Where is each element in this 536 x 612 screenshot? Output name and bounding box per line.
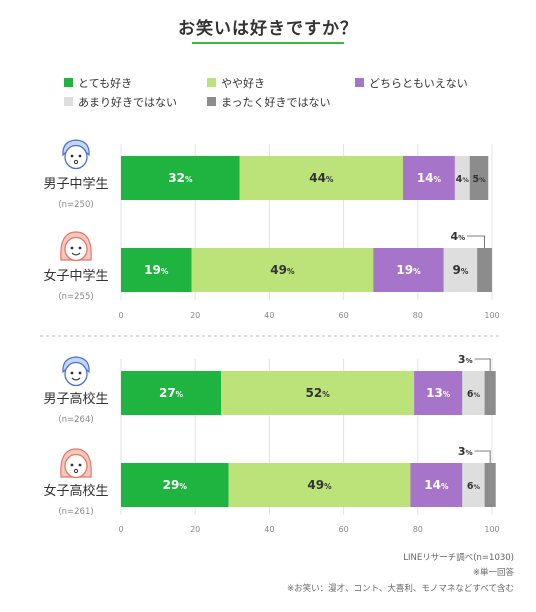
data-label: 19% [396, 263, 421, 277]
x-tick-label: 100 [484, 525, 499, 534]
title-underline [192, 42, 344, 44]
legend-label-2: やや好き [221, 76, 265, 90]
x-tick-label: 0 [118, 311, 123, 320]
group-n-label: (n=255) [58, 292, 93, 302]
bar-segment-2 [221, 371, 415, 415]
group-n-label: (n=250) [58, 200, 93, 210]
data-label: 9% [453, 263, 469, 277]
face-icon-1 [64, 144, 88, 170]
x-tick-label: 40 [264, 311, 274, 320]
bar-segment-5 [484, 371, 496, 415]
bar-segment-3 [414, 371, 463, 415]
data-label: 13% [426, 386, 451, 400]
bar-segment-4 [462, 463, 485, 507]
footer-note-definition: ※お笑い：漫才、コント、大喜利、モノマネなどすべて含む [286, 584, 514, 594]
footer-source: LINEリサーチ調べ(n=1030) [403, 553, 514, 563]
data-label-leader [474, 358, 491, 371]
bar-segment-3 [373, 248, 444, 292]
legend-label-3: どちらともいえない [369, 77, 468, 90]
bar-segment-5 [477, 248, 492, 292]
x-tick-label: 80 [413, 311, 423, 320]
data-label: 6% [467, 481, 481, 492]
bar-segment-4 [454, 156, 470, 200]
face-icon-mouth-2 [71, 252, 81, 256]
data-label-leader [467, 235, 485, 248]
group-n-label: (n=264) [58, 415, 93, 425]
bar-segment-3 [402, 156, 455, 200]
group-label: 男子高校生 [43, 391, 108, 407]
data-label: 4% [456, 174, 470, 185]
bar-segment-4 [462, 371, 485, 415]
face-icon-mouth-4 [73, 468, 79, 474]
face-icon-mouth-1 [73, 159, 79, 165]
bar-segment-5 [484, 463, 496, 507]
bar-segment-1 [121, 463, 229, 507]
bar-segment-1 [121, 156, 240, 200]
data-label: 29% [163, 478, 188, 492]
x-tick-label: 80 [413, 525, 423, 534]
legend-label-5: まったく好きではない [221, 95, 331, 109]
face-icon-eye-3 [78, 371, 82, 375]
x-tick-label: 20 [190, 525, 200, 534]
face-icon-3 [64, 361, 88, 387]
legend-swatch-1 [64, 78, 73, 87]
group-n-label: (n=261) [58, 507, 93, 517]
face-icon-eye-1 [78, 154, 82, 158]
face-icon-2 [64, 236, 88, 262]
face-icon-eye-2 [70, 246, 74, 250]
legend-swatch-3 [355, 78, 364, 87]
data-label: 3% [458, 445, 473, 458]
group-label: 男子中学生 [43, 176, 108, 192]
face-icon-eye-3 [70, 371, 74, 375]
face-icon-eye-2 [78, 246, 82, 250]
bar-segment-2 [191, 248, 374, 292]
data-label: 49% [307, 478, 332, 492]
x-tick-label: 20 [190, 311, 200, 320]
x-tick-label: 100 [484, 311, 499, 320]
bar-segment-1 [121, 371, 222, 415]
data-label: 14% [424, 478, 449, 492]
chart-title: お笑いは好きですか？ [178, 19, 358, 39]
data-label: 52% [306, 386, 331, 400]
x-tick-label: 60 [339, 525, 349, 534]
data-label: 32% [168, 171, 193, 185]
bar-segment-3 [410, 463, 463, 507]
x-tick-label: 0 [118, 525, 123, 534]
data-label: 14% [417, 171, 442, 185]
data-label-leader [474, 450, 491, 463]
bar-segment-1 [121, 248, 192, 292]
data-label: 5% [472, 174, 486, 185]
footer-note-single-answer: ※単一回答 [472, 568, 514, 578]
data-label: 44% [309, 171, 334, 185]
bar-segment-2 [228, 463, 411, 507]
face-icon-mouth-3 [71, 377, 81, 381]
x-tick-label: 40 [264, 525, 274, 534]
data-label: 49% [270, 263, 295, 277]
face-icon-eye-1 [70, 154, 74, 158]
bar-segment-2 [239, 156, 403, 200]
legend-swatch-5 [207, 97, 216, 106]
legend-label-4: あまり好きではない [78, 95, 177, 109]
bar-segment-4 [443, 248, 478, 292]
data-label: 3% [458, 353, 473, 366]
group-label: 女子高校生 [43, 483, 108, 499]
legend-swatch-2 [207, 78, 216, 87]
data-label: 4% [450, 230, 465, 243]
legend-label-1: とても好き [78, 76, 132, 90]
face-icon-eye-4 [78, 463, 82, 467]
data-label: 27% [159, 386, 184, 400]
bar-segment-5 [469, 156, 489, 200]
legend-swatch-4 [64, 97, 73, 106]
face-icon-4 [64, 453, 88, 479]
data-label: 19% [144, 263, 169, 277]
group-label: 女子中学生 [43, 268, 108, 284]
data-label: 6% [467, 389, 481, 400]
face-icon-eye-4 [70, 463, 74, 467]
x-tick-label: 60 [339, 311, 349, 320]
